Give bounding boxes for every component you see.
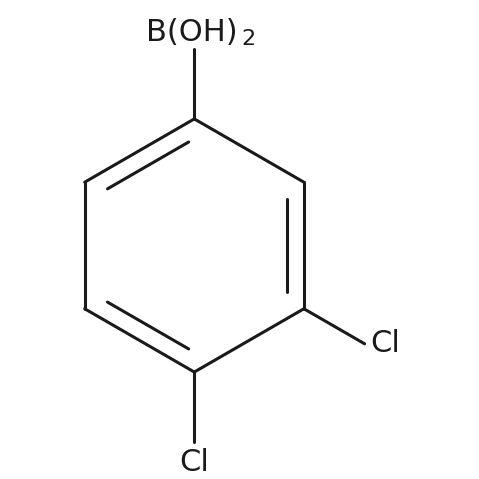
Text: B(OH): B(OH): [146, 18, 238, 46]
Text: Cl: Cl: [179, 447, 209, 477]
Text: 2: 2: [242, 29, 256, 49]
Text: Cl: Cl: [370, 329, 400, 358]
